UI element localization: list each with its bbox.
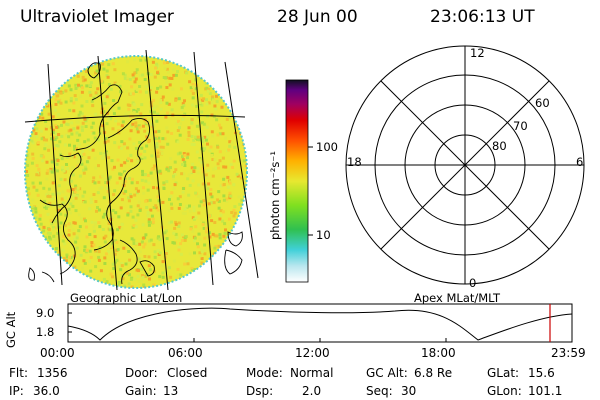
status-flt-key: Flt: xyxy=(9,366,28,380)
timeline-ytick-9: 9.0 xyxy=(36,306,55,320)
status-dsp-val: 2.0 xyxy=(302,384,322,398)
mlat-label-60: 60 xyxy=(535,96,550,110)
timeline-xtick-0000: 00:00 xyxy=(40,346,75,360)
coastlines xyxy=(28,62,243,285)
instrument-title: Ultraviolet Imager xyxy=(20,7,174,27)
timeline-xtick-0600: 06:00 xyxy=(168,346,203,360)
status-mode-val: Normal xyxy=(290,366,334,380)
timeline-xtick-1200: 12:00 xyxy=(295,346,330,360)
status-glon-val: 101.1 xyxy=(528,384,563,398)
status-gain-val: 13 xyxy=(163,384,179,398)
mlat-label-70: 70 xyxy=(513,119,528,133)
status-glon-key: GLon: xyxy=(487,384,522,398)
status-door-key: Door: xyxy=(125,366,158,380)
status-gain-key: Gain: xyxy=(125,384,157,398)
status-gcalt-val: 6.8 Re xyxy=(414,366,453,380)
status-glat-key: GLat: xyxy=(487,366,520,380)
colorbar-tick-100: 100 xyxy=(316,140,338,154)
polar-grid xyxy=(345,45,585,285)
geo-panel-caption: Geographic Lat/Lon xyxy=(70,291,183,305)
timeline-plot xyxy=(67,303,573,343)
mlt-label-0: 0 xyxy=(469,276,477,290)
status-dsp-key: Dsp: xyxy=(246,384,274,398)
timeline-y-label: GC Alt xyxy=(4,311,18,348)
timeline-xtick-2359: 23:59 xyxy=(551,346,586,360)
timeline-xtick-1800: 18:00 xyxy=(421,346,456,360)
status-door-val: Closed xyxy=(167,366,208,380)
status-seq-val: 30 xyxy=(401,384,417,398)
status-ip-val: 36.0 xyxy=(33,384,60,398)
date-label: 28 Jun 00 xyxy=(277,7,358,27)
geo-grid xyxy=(24,49,259,291)
status-mode-key: Mode: xyxy=(246,366,283,380)
earth-image xyxy=(24,55,248,289)
status-gcalt-key: GC Alt: xyxy=(366,366,408,380)
mlt-label-18: 18 xyxy=(347,155,362,169)
status-glat-val: 15.6 xyxy=(528,366,555,380)
status-ip-key: IP: xyxy=(9,384,24,398)
colorbar xyxy=(285,79,313,283)
status-flt-val: 1356 xyxy=(37,366,68,380)
colorbar-tick-10: 10 xyxy=(316,228,331,242)
apex-panel-caption: Apex MLat/MLT xyxy=(414,291,501,305)
mlt-label-12: 12 xyxy=(470,46,485,60)
mlat-label-80: 80 xyxy=(492,139,507,153)
status-seq-key: Seq: xyxy=(366,384,393,398)
colorbar-units-label: photon cm⁻²s⁻¹ xyxy=(268,151,282,240)
timeline-ytick-1-8: 1.8 xyxy=(36,325,55,339)
time-label: 23:06:13 UT xyxy=(430,7,535,27)
mlt-label-6: 6 xyxy=(576,155,584,169)
